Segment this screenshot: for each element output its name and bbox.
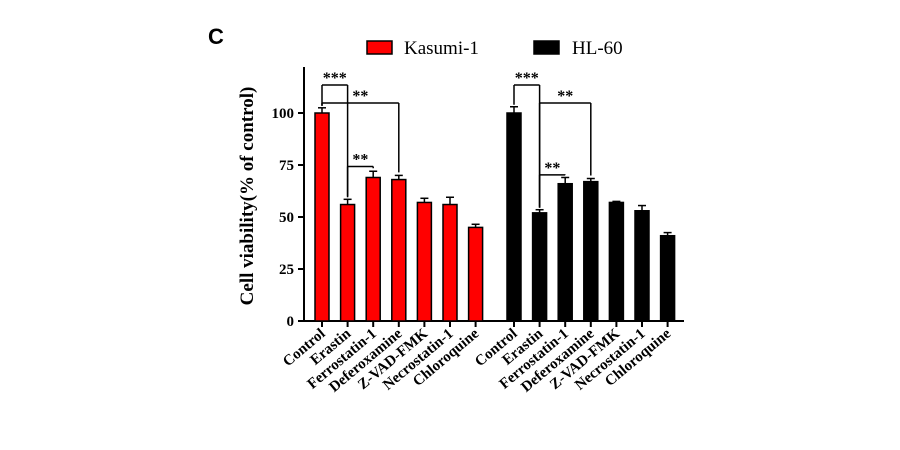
significance-label: ** bbox=[352, 152, 368, 169]
significance-label: ** bbox=[544, 160, 560, 177]
bar bbox=[659, 234, 676, 322]
bar bbox=[634, 210, 650, 322]
bar bbox=[531, 212, 548, 322]
bar bbox=[391, 178, 407, 322]
legend-swatch-hl60 bbox=[533, 40, 560, 55]
y-tick-label: 75 bbox=[279, 158, 294, 174]
bar bbox=[608, 201, 625, 322]
bar bbox=[314, 112, 330, 322]
panel-label: C bbox=[208, 24, 224, 49]
bar bbox=[557, 182, 573, 322]
significance-label: ** bbox=[557, 88, 573, 105]
bar bbox=[339, 203, 356, 322]
y-tick-label: 100 bbox=[272, 106, 295, 122]
bar bbox=[365, 176, 381, 322]
y-tick-label: 25 bbox=[279, 262, 294, 278]
bar bbox=[416, 201, 433, 322]
bar bbox=[583, 180, 599, 322]
significance-label: *** bbox=[515, 70, 539, 87]
y-tick-label: 50 bbox=[279, 210, 294, 226]
legend: Kasumi-1 HL-60 bbox=[366, 38, 623, 59]
significance-label: ** bbox=[352, 88, 368, 105]
legend-label-kasumi: Kasumi-1 bbox=[404, 38, 479, 59]
legend-label-hl60: HL-60 bbox=[572, 38, 623, 59]
significance-label: *** bbox=[323, 70, 347, 87]
plot-area: 0255075100ControlErastinFerrostatin-1Def… bbox=[272, 67, 684, 396]
y-axis-title: Cell viability(% of control) bbox=[237, 87, 258, 306]
y-tick-label: 0 bbox=[287, 314, 295, 330]
bar bbox=[506, 112, 522, 322]
bar bbox=[442, 203, 458, 322]
legend-swatch-kasumi bbox=[366, 40, 393, 55]
bar bbox=[467, 226, 484, 322]
